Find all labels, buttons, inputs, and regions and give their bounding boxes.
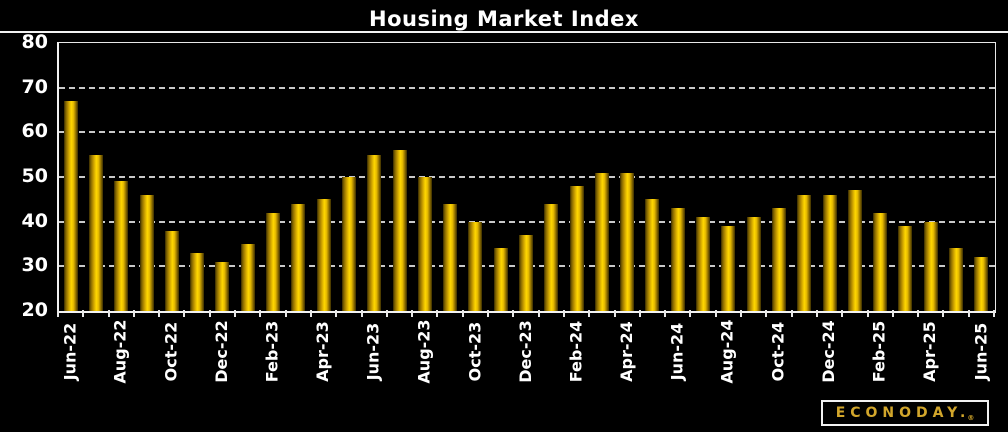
- axis-tick: [512, 310, 514, 317]
- gridline-60: [59, 131, 995, 134]
- axis-tick: [335, 310, 337, 317]
- axis-tick: [841, 310, 843, 317]
- y-tick-label-40: 40: [21, 209, 48, 232]
- title-divider-line: [0, 31, 1008, 33]
- bar-Apr-25: [923, 222, 938, 311]
- axis-tick: [867, 310, 869, 317]
- bar-Dec-22: [215, 262, 230, 311]
- axis-tick: [285, 310, 287, 317]
- bar-Sep-24: [746, 217, 761, 311]
- axis-tick: [57, 310, 59, 317]
- gridline-40: [59, 220, 995, 223]
- axis-tick: [234, 310, 236, 317]
- registered-trademark-icon: ®: [967, 414, 975, 422]
- bar-Apr-24: [620, 173, 635, 311]
- bar-Aug-22: [114, 181, 129, 311]
- bar-Jun-23: [367, 155, 382, 311]
- econoday-logo: ECONODAY. ®: [821, 400, 989, 426]
- x-tick-label-Jun-25: Jun-25: [970, 322, 990, 380]
- bar-Jun-22: [63, 101, 78, 311]
- chart-title: Housing Market Index: [369, 7, 639, 31]
- bar-Jan-24: [544, 204, 559, 311]
- bar-Sep-22: [139, 195, 154, 311]
- econoday-logo-text: ECONODAY.: [835, 405, 971, 421]
- gridline-70: [59, 86, 995, 89]
- bar-Feb-25: [873, 213, 888, 311]
- axis-tick: [82, 310, 84, 317]
- axis-tick: [183, 310, 185, 317]
- axis-tick: [917, 310, 919, 317]
- bar-Jul-22: [88, 155, 103, 311]
- bar-Aug-24: [721, 226, 736, 311]
- axis-tick: [310, 310, 312, 317]
- bar-Aug-23: [417, 177, 432, 311]
- bar-Apr-23: [316, 199, 331, 311]
- axis-tick: [259, 310, 261, 317]
- y-tick-label-50: 50: [21, 165, 48, 187]
- bar-May-24: [645, 199, 660, 311]
- axis-tick: [436, 310, 438, 317]
- bar-Mar-23: [291, 204, 306, 311]
- bar-Sep-23: [443, 204, 458, 311]
- axis-tick: [588, 310, 590, 317]
- bar-Jul-23: [392, 150, 407, 311]
- bar-Jan-25: [847, 190, 862, 311]
- bar-Jul-24: [696, 217, 711, 311]
- axis-tick: [487, 310, 489, 317]
- bar-Oct-22: [164, 231, 179, 311]
- axis-tick: [361, 310, 363, 317]
- axis-tick: [765, 310, 767, 317]
- bar-May-25: [949, 248, 964, 311]
- axis-tick: [993, 310, 995, 317]
- axis-tick: [386, 310, 388, 317]
- axis-tick: [108, 310, 110, 317]
- y-tick-label-30: 30: [21, 254, 48, 277]
- bar-Oct-24: [771, 208, 786, 311]
- bar-Mar-24: [594, 173, 609, 311]
- axis-tick: [538, 310, 540, 317]
- axis-tick: [639, 310, 641, 317]
- bar-Jun-25: [974, 257, 989, 311]
- bar-Nov-22: [190, 253, 205, 311]
- axis-tick: [209, 310, 211, 317]
- axis-tick: [411, 310, 413, 317]
- y-tick-label-70: 70: [21, 75, 48, 98]
- bar-Dec-24: [822, 195, 837, 311]
- axis-tick: [740, 310, 742, 317]
- axis-tick: [133, 310, 135, 317]
- bar-Jun-24: [670, 208, 685, 311]
- bar-Feb-24: [569, 186, 584, 311]
- axis-tick: [689, 310, 691, 317]
- axis-tick: [664, 310, 666, 317]
- bar-Oct-23: [468, 222, 483, 311]
- y-tick-label-80: 80: [21, 31, 48, 53]
- bar-Feb-23: [266, 213, 281, 311]
- axis-tick: [968, 310, 970, 317]
- axis-tick: [942, 310, 944, 317]
- axis-tick: [614, 310, 616, 317]
- bar-May-23: [341, 177, 356, 311]
- plot-area: [57, 42, 996, 313]
- axis-tick: [816, 310, 818, 317]
- bar-Nov-23: [493, 248, 508, 311]
- bar-Dec-23: [519, 235, 533, 311]
- gridline-50: [59, 176, 995, 178]
- bar-Jan-23: [240, 244, 255, 311]
- bar-Nov-24: [797, 195, 812, 311]
- axis-tick: [715, 310, 717, 317]
- axis-tick: [563, 310, 565, 317]
- bar-Mar-25: [898, 226, 913, 311]
- y-tick-label-60: 60: [21, 120, 48, 143]
- y-tick-label-20: 20: [21, 299, 48, 321]
- axis-tick: [158, 310, 160, 317]
- axis-tick: [462, 310, 464, 317]
- axis-tick: [892, 310, 894, 317]
- axis-tick: [791, 310, 793, 317]
